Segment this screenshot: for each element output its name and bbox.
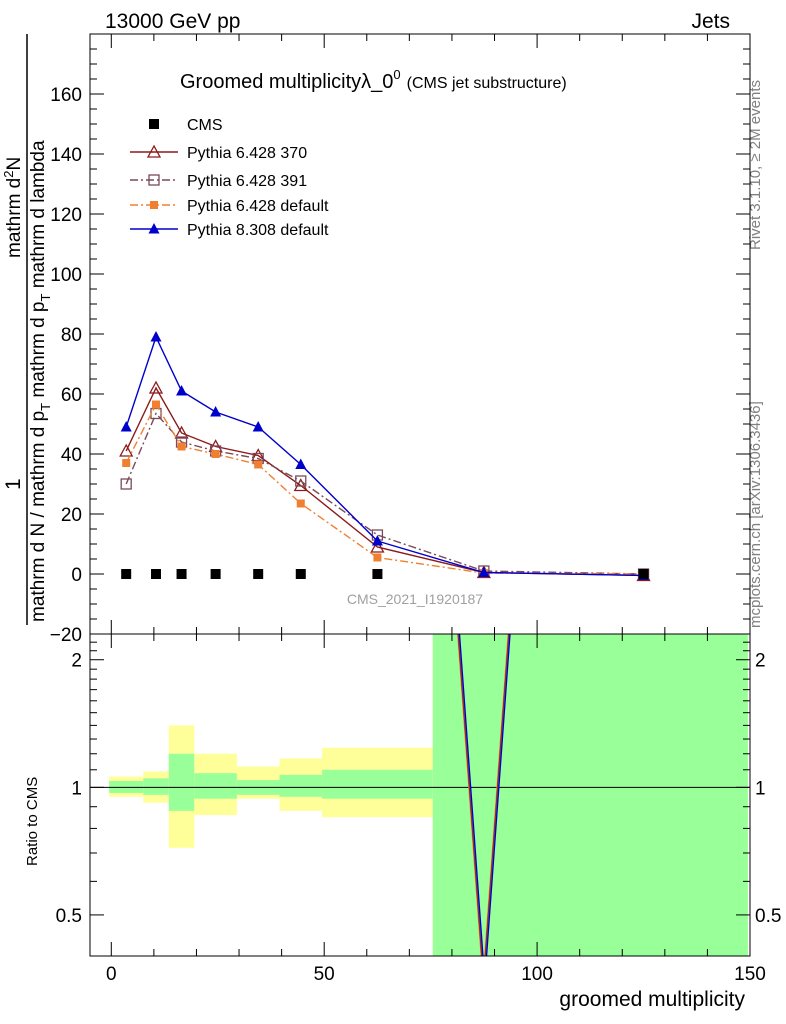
- data-marker-open-triangle: [293, 478, 308, 492]
- data-marker-triangle: [120, 421, 132, 432]
- y-tick-label: 80: [61, 325, 82, 346]
- data-marker-open-triangle: [370, 539, 385, 553]
- series-line: [125, 412, 644, 575]
- legend-entry-label: Pythia 6.428 default: [187, 198, 329, 215]
- data-marker-square: [254, 460, 263, 469]
- data-marker-square: [152, 400, 160, 409]
- main-panel: −20 0 20 40 60 80 100 120 140 160: [50, 33, 751, 646]
- x-tick-label: 50: [314, 964, 335, 985]
- data-marker-triangle: [150, 331, 162, 342]
- legend-entry-label: CMS: [187, 117, 223, 134]
- data-marker-square: [176, 569, 187, 579]
- y-tick-label: 1: [71, 778, 82, 799]
- x-tick-label: 0: [106, 964, 117, 985]
- data-marker-open-triangle: [148, 380, 164, 394]
- y-tick-label-right: 2: [755, 651, 766, 672]
- data-marker-square: [296, 499, 305, 508]
- y-tick-label: 160: [50, 85, 82, 106]
- data-marker-open-square: [148, 174, 160, 186]
- ratio-inner-band: [143, 778, 169, 795]
- data-marker-open-triangle: [119, 443, 134, 457]
- data-marker-square: [211, 450, 220, 458]
- y-label-denominator-line: mathrm d N / mathrm d pT mathrm d pT mat…: [28, 140, 53, 622]
- data-marker-triangle: [210, 406, 222, 417]
- y-tick-label-right: 1: [755, 778, 766, 799]
- data-marker-triangle: [148, 223, 160, 234]
- rivet-version-label: Rivet 3.1.10, ≥ 2M events: [747, 80, 764, 250]
- y-tick-label: 120: [50, 205, 82, 226]
- legend-entry-label: Pythia 8.308 default: [187, 222, 329, 239]
- data-marker-triangle: [478, 566, 490, 577]
- ratio-inner-band: [194, 773, 237, 799]
- header-energy-label: 13000 GeV pp: [105, 10, 240, 33]
- data-marker-square: [151, 569, 161, 579]
- data-marker-square: [253, 569, 264, 579]
- header-jets-label: Jets: [691, 10, 730, 33]
- data-marker-open-triangle: [174, 425, 189, 439]
- ratio-frame: [89, 633, 751, 957]
- y-tick-label: 140: [50, 145, 82, 166]
- data-marker-square: [295, 569, 306, 579]
- ratio-series-line: [458, 634, 511, 956]
- main-y-axis-label: 1 mathrm d N / mathrm d pT mathrm d pT m…: [1, 34, 53, 625]
- series-line: [125, 386, 644, 577]
- ratio-inner-band: [168, 753, 195, 811]
- y-tick-label-right: 0.5: [755, 906, 781, 927]
- x-tick-label: 150: [734, 964, 766, 985]
- y-label-numerator-one: 1: [2, 478, 25, 490]
- data-marker-triangle: [295, 458, 307, 469]
- y-tick-label: 40: [61, 445, 82, 466]
- data-marker-open-square: [295, 475, 307, 487]
- y-tick-label: 0.5: [56, 906, 82, 927]
- ratio-panel: 0.5 1 2 0.5 1 2: [56, 633, 781, 957]
- series-line: [125, 335, 644, 577]
- data-marker-square: [149, 119, 159, 129]
- ratio-y-axis-label: Ratio to CMS: [24, 777, 41, 866]
- ratio-inner-band: [432, 634, 748, 956]
- legend: CMS Pythia 6.428 370 Pythia 6.428 391 Pythi…: [130, 117, 329, 239]
- data-marker-square: [150, 201, 158, 209]
- y-tick-label: −20: [50, 625, 82, 646]
- data-marker-square: [121, 569, 132, 579]
- y-tick-label: 20: [61, 505, 82, 526]
- data-marker-triangle: [252, 421, 264, 432]
- y-tick-label: 2: [71, 651, 82, 672]
- data-marker-triangle: [371, 535, 383, 546]
- data-marker-square: [372, 569, 383, 579]
- data-marker-triangle: [176, 385, 188, 396]
- data-marker-square: [638, 569, 649, 579]
- data-marker-open-square: [120, 478, 132, 490]
- chart-title: Groomed multiplicityλ_00(CMS jet substru…: [180, 67, 567, 93]
- x-axis-label: groomed multiplicity: [559, 988, 745, 1011]
- data-marker-open-triangle: [146, 144, 162, 158]
- legend-entry-label: Pythia 6.428 391: [187, 173, 307, 190]
- mcplots-label: mcplots.cern.ch [arXiv:1306.3436]: [747, 401, 764, 628]
- data-marker-square: [122, 459, 131, 467]
- legend-entry-label: Pythia 6.428 370: [187, 145, 307, 162]
- data-marker-square: [177, 442, 186, 451]
- y-tick-label: 60: [61, 385, 82, 406]
- data-marker-square: [210, 569, 221, 579]
- ratio-inner-band: [279, 774, 323, 797]
- x-tick-label: 100: [521, 964, 553, 985]
- analysis-watermark: CMS_2021_I1920187: [347, 591, 483, 607]
- y-label-numerator-d2N: mathrm d2N: [1, 157, 25, 258]
- y-tick-label: 0: [71, 565, 82, 586]
- ratio-inner-band: [322, 769, 433, 799]
- data-marker-square: [373, 553, 382, 562]
- y-tick-label: 100: [50, 265, 82, 286]
